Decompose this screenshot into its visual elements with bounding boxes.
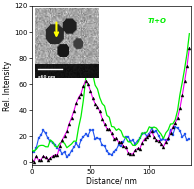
X-axis label: Distance/ nm: Distance/ nm (86, 177, 136, 186)
Text: Ti+O: Ti+O (148, 18, 167, 24)
Text: Ti+O: Ti+O (75, 58, 94, 64)
Y-axis label: Rel. Intensity: Rel. Intensity (3, 60, 12, 111)
